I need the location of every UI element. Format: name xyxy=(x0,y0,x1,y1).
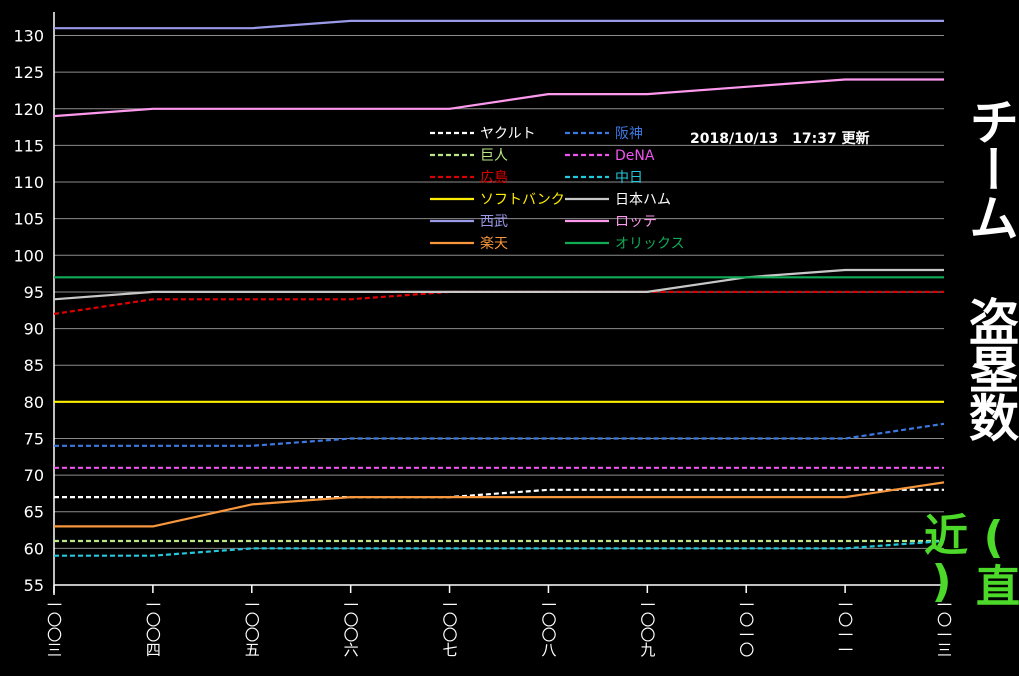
y-tick-label: 120 xyxy=(13,100,44,119)
y-tick-label: 80 xyxy=(24,393,44,412)
x-tick-label: 一〇一三 xyxy=(935,597,953,657)
y-tick-label: 130 xyxy=(13,27,44,46)
legend-label: 中日 xyxy=(615,170,643,186)
series-line xyxy=(54,19,944,30)
legend-label: 日本ハム xyxy=(615,192,671,208)
y-tick-label: 55 xyxy=(24,576,44,595)
legend-label: ロッテ xyxy=(615,214,657,230)
x-tick-label: 一〇〇六 xyxy=(342,597,360,657)
y-tick-label: 85 xyxy=(24,356,44,375)
y-tick-label: 90 xyxy=(24,320,44,339)
y-tick-label: 70 xyxy=(24,466,44,485)
legend-label: 広島 xyxy=(480,170,508,186)
series-line xyxy=(53,78,944,118)
series-line xyxy=(54,481,945,528)
y-tick-label: 95 xyxy=(24,283,44,302)
x-tick-label: 一〇一〇 xyxy=(737,597,755,657)
x-tick-label: 一〇〇七 xyxy=(441,597,459,657)
series-line xyxy=(54,539,945,557)
y-tick-label: 75 xyxy=(24,429,44,448)
y-tick-label: 100 xyxy=(13,246,44,265)
y-tick-labels: 55 60 65 70 75 80 85 90 95 100 105 110 115 120 125 130 xyxy=(13,27,44,595)
series-line xyxy=(54,422,945,447)
legend-label: ヤクルト xyxy=(480,126,536,142)
x-tick-label: 一〇〇四 xyxy=(144,597,162,657)
series-lines xyxy=(53,19,945,557)
axes xyxy=(53,12,945,595)
x-tick-label: 一〇〇五 xyxy=(243,597,261,657)
x-tick-label: 一〇〇九 xyxy=(638,597,656,658)
y-tick-label: 125 xyxy=(13,63,44,82)
y-tick-label: 105 xyxy=(13,210,44,229)
x-tick-label: 一〇〇八 xyxy=(539,597,557,657)
y-tick-label: 60 xyxy=(24,539,44,558)
y-tick-label: 65 xyxy=(24,503,44,522)
series-line xyxy=(54,488,944,499)
series-line xyxy=(53,290,944,315)
legend-label: オリックス xyxy=(615,236,685,252)
legend-label: 阪神 xyxy=(615,126,643,142)
legend-label: 西武 xyxy=(480,214,508,230)
series-line xyxy=(53,268,944,301)
chart-title: チーム 盗塁数 xyxy=(961,96,1019,440)
legend-label: DeNA xyxy=(615,148,655,164)
chart-subtitle: (直近) xyxy=(916,511,1019,607)
y-tick-label: 115 xyxy=(13,136,44,155)
x-tick-label: 一〇一一 xyxy=(836,597,854,657)
legend-label: ソフトバンク xyxy=(480,192,565,208)
y-tick-label: 110 xyxy=(13,173,44,192)
legend-label: 巨人 xyxy=(480,148,508,164)
update-timestamp: 2018/10/13 17:37 更新 xyxy=(690,130,870,147)
x-tick-label: 一〇〇三 xyxy=(45,597,63,657)
legend-label: 楽天 xyxy=(480,236,508,252)
x-tick-labels: 一〇〇三 一〇〇四 一〇〇五 一〇〇六 一〇〇七 一〇〇八 一〇〇九 一〇一〇 一〇一一 一〇一三 xyxy=(45,597,953,658)
